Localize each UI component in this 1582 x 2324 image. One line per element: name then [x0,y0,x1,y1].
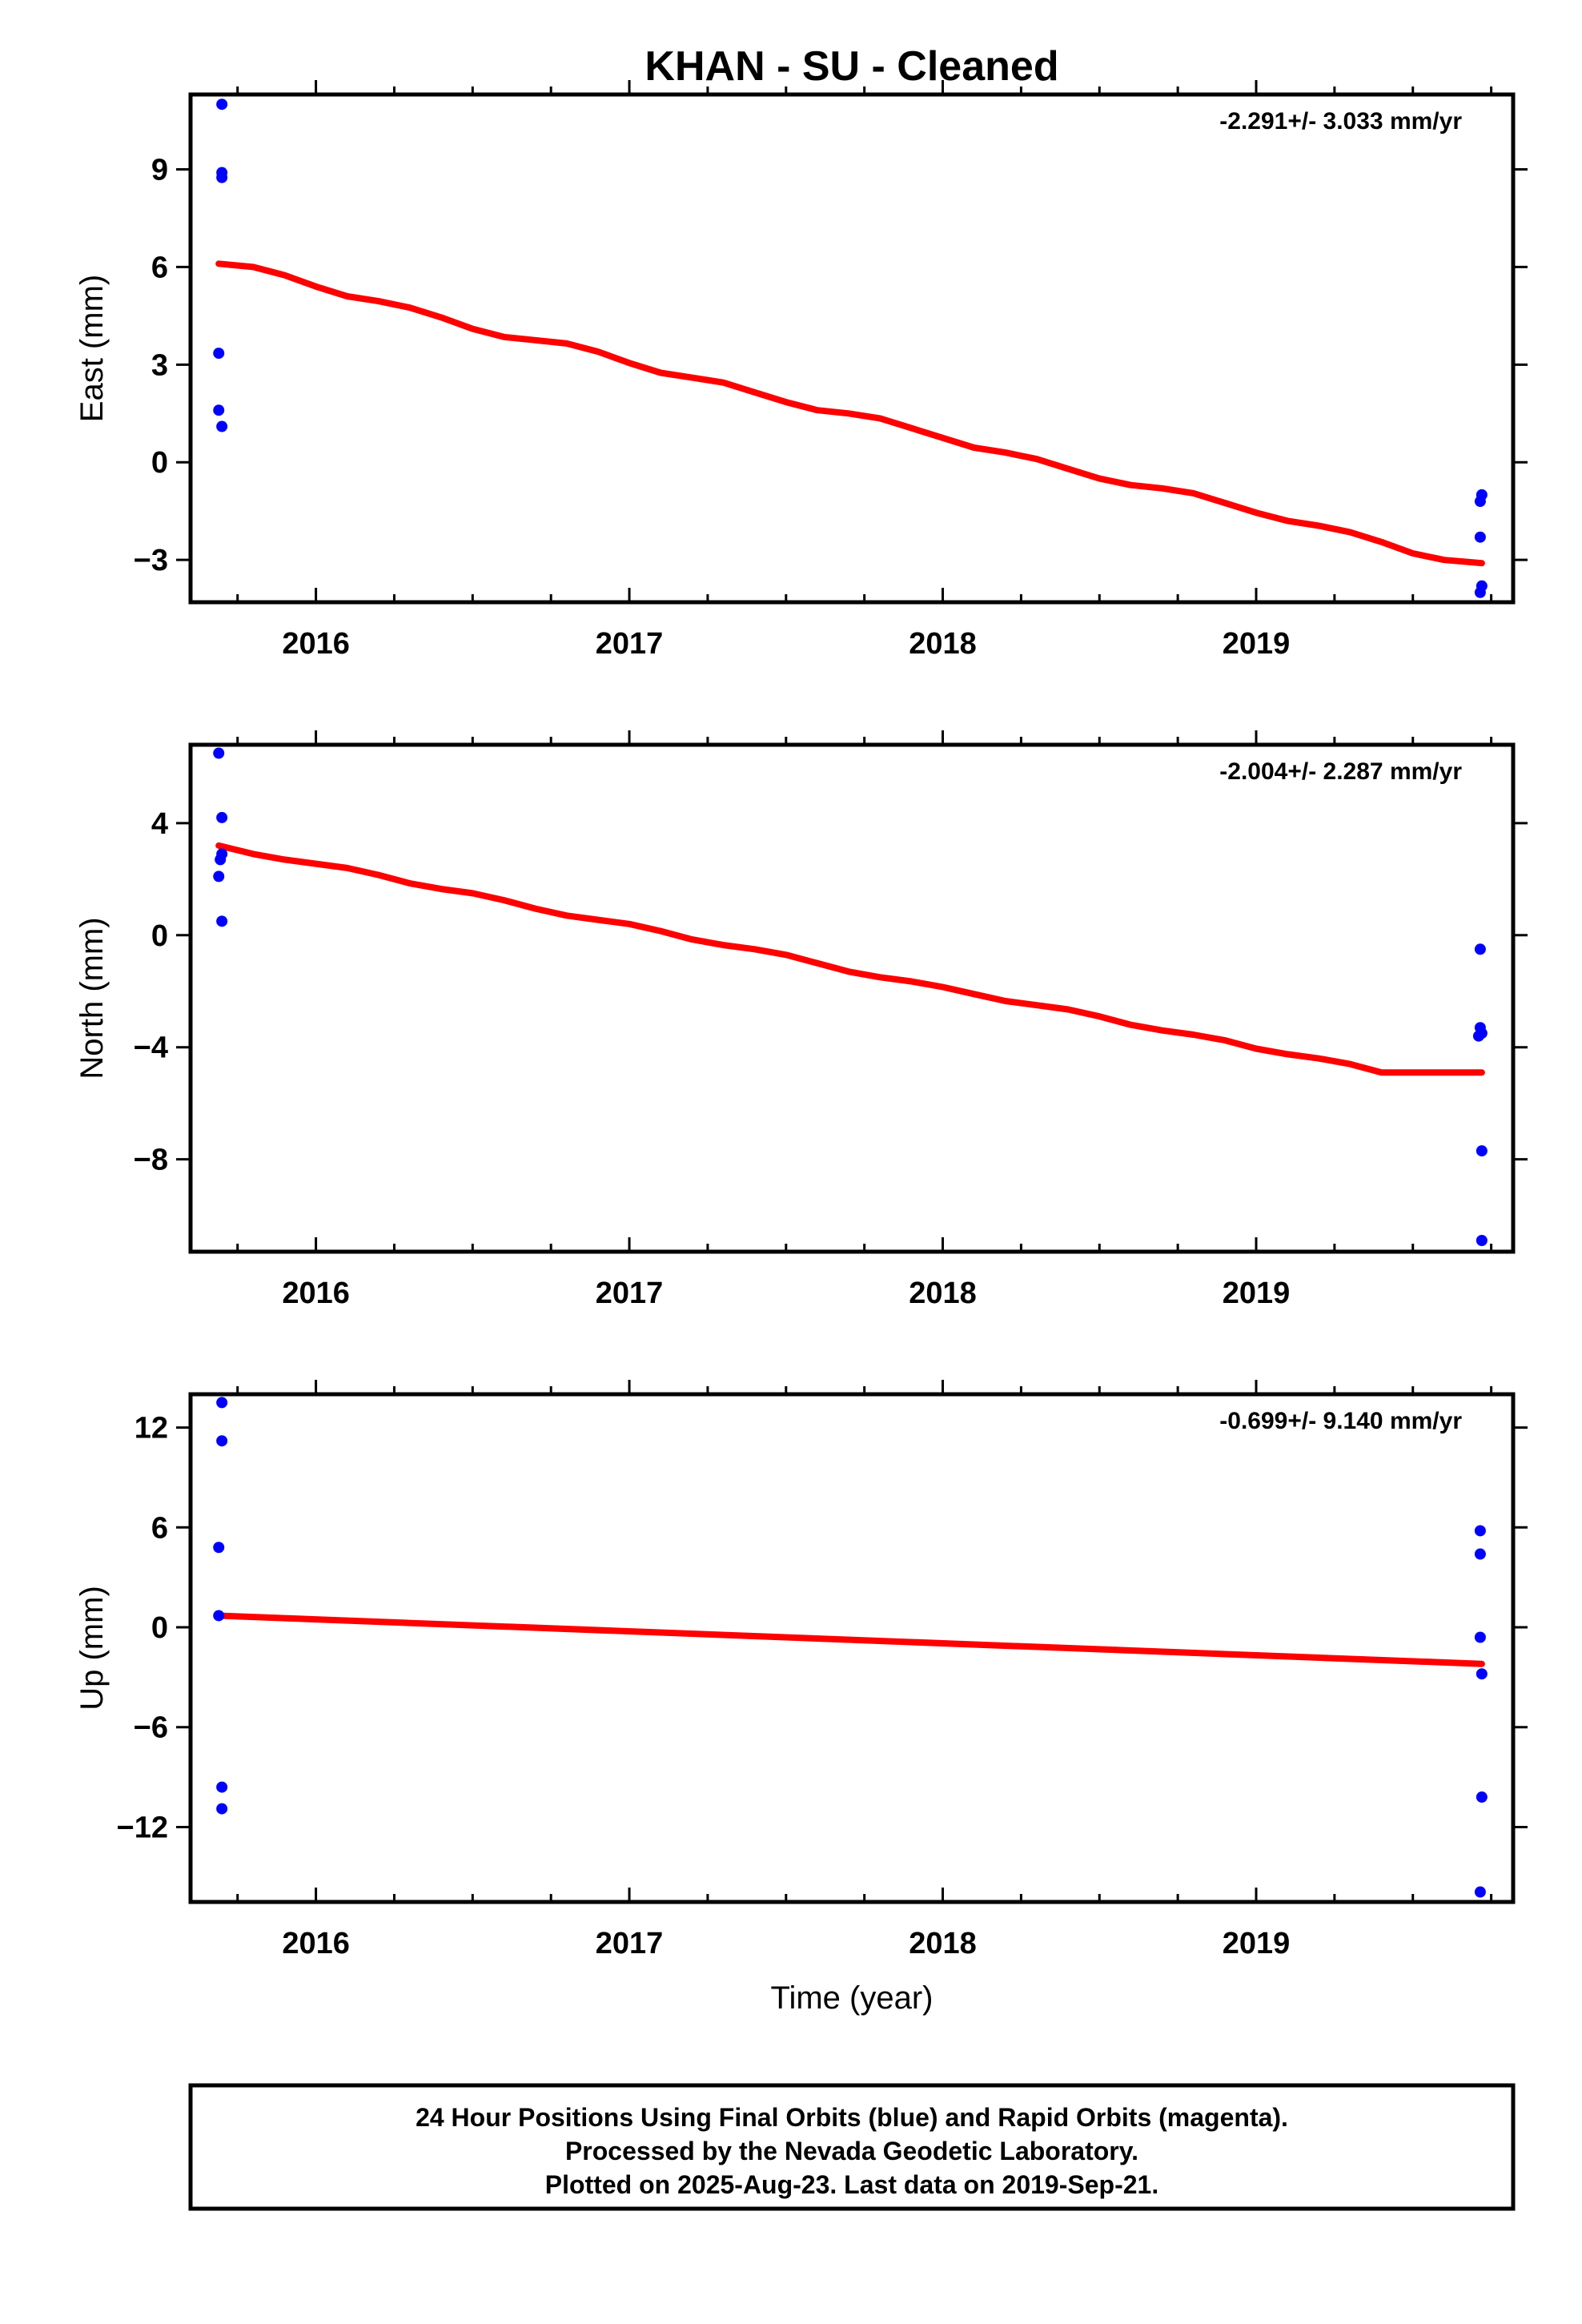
y-tick-label: 6 [151,251,168,284]
x-tick-label: 2018 [909,1927,977,1960]
footer-text-line: 24 Hour Positions Using Final Orbits (bl… [416,2103,1288,2132]
x-tick-label: 2019 [1223,1277,1291,1310]
data-point [216,171,228,183]
plot-frame [188,92,1516,605]
y-tick-label: 0 [151,919,168,953]
data-point [1474,1525,1486,1537]
data-point [1476,1668,1488,1680]
data-layer [213,1397,1488,1898]
x-tick-label: 2019 [1223,627,1291,661]
panel-up: 2016 2017 2018 2019 12 6 0 −6 −12 Up (mm) -0.699+/… [74,1380,1528,1960]
model-trend-line [215,1612,1485,1667]
rate-annotation: -2.291+/- 3.033 mm/yr [1219,108,1462,135]
y-tick-label: 4 [151,807,168,841]
data-point [213,1610,225,1622]
data-point [216,99,228,111]
footer-frame [188,2083,1516,2211]
data-point [216,1435,228,1447]
data-point [1474,531,1486,543]
y-tick-label: −8 [134,1144,168,1177]
x-tick-label: 2019 [1223,1927,1291,1960]
data-point [1474,943,1486,955]
data-point [213,870,225,883]
data-point [1474,1886,1486,1898]
x-tick-label: 2017 [596,1927,664,1960]
data-point [216,1781,228,1793]
footer-text-line: Processed by the Nevada Geodetic Laborat… [565,2137,1138,2165]
panel-north: 2016 2017 2018 2019 4 0 −4 −8 North (mm) -2.004+/… [74,730,1528,1310]
footer-text-line: Plotted on 2025-Aug-23. Last data on 201… [545,2170,1158,2199]
plot-frame [188,1392,1516,1904]
y-tick-label: −4 [134,1031,168,1065]
rate-annotation: -2.004+/- 2.287 mm/yr [1219,758,1462,785]
data-point [213,404,225,416]
x-tick-label: 2018 [909,1277,977,1310]
data-point [1476,1791,1488,1803]
data-layer [213,747,1488,1247]
data-point [213,747,225,759]
data-point [1474,496,1486,508]
y-tick-label: 12 [135,1412,168,1445]
x-axis-label: Time (year) [771,1980,934,2016]
data-point [215,854,227,866]
panels-group: 2016 2017 2018 2019 9 6 3 0 −3 East (mm) -2.291+/-… [74,80,1528,1960]
data-point [1474,586,1486,598]
x-tick-label: 2018 [909,627,977,661]
y-tick-label: 3 [151,348,168,382]
data-point [216,1803,228,1815]
y-axis-label: Up (mm) [74,1586,110,1711]
x-tick-label: 2017 [596,627,664,661]
y-tick-label: 0 [151,446,168,480]
y-axis-label: East (mm) [74,275,110,422]
footer-box: 24 Hour Positions Using Final Orbits (bl… [188,2083,1516,2211]
x-tick-label: 2016 [282,1277,350,1310]
data-point [216,811,228,823]
y-axis-label: North (mm) [74,917,110,1079]
data-point [1474,1548,1486,1560]
data-point [216,420,228,432]
plot-frame [188,742,1516,1254]
data-point [1472,1030,1484,1042]
y-tick-label: 0 [151,1611,168,1645]
panel-east: 2016 2017 2018 2019 9 6 3 0 −3 East (mm) -2.291+/-… [74,80,1528,661]
data-point [1474,1631,1486,1643]
y-tick-label: −6 [134,1711,168,1745]
data-point [213,348,225,360]
data-point [1476,1235,1488,1247]
y-tick-label: −12 [117,1811,168,1844]
data-point [1476,1145,1488,1157]
y-tick-label: 9 [151,153,168,187]
data-point [216,915,228,927]
x-tick-label: 2017 [596,1277,664,1310]
y-tick-label: 6 [151,1511,168,1545]
data-point [213,1542,225,1554]
x-tick-label: 2016 [282,627,350,661]
data-point [216,1397,228,1409]
x-tick-label: 2016 [282,1927,350,1960]
model-trend-line [215,842,1485,1076]
data-layer [213,99,1488,598]
rate-annotation: -0.699+/- 9.140 mm/yr [1219,1408,1462,1434]
model-trend-line [215,260,1485,567]
y-tick-label: −3 [134,544,168,577]
chart-title: KHAN - SU - Cleaned [644,43,1058,90]
